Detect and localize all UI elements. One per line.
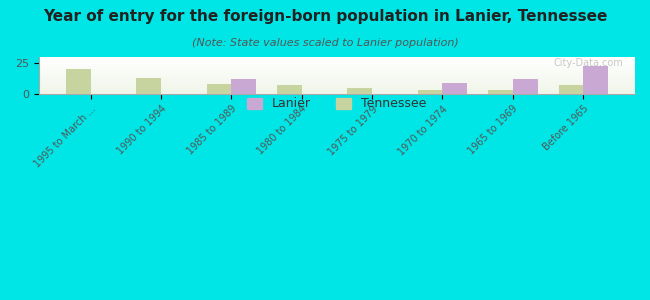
Bar [39,87,635,88]
Bar [39,76,635,77]
Bar [39,71,635,72]
Bar [39,92,635,93]
Bar [39,65,635,66]
Bar [39,77,635,78]
Bar [39,88,635,89]
Bar [513,79,538,94]
Bar [39,82,635,83]
Bar [39,62,635,63]
Bar [39,60,635,61]
Bar [66,69,90,94]
Bar [39,75,635,76]
Bar [39,74,635,75]
Bar [207,84,231,94]
Bar [39,59,635,60]
Bar [39,86,635,87]
Bar [39,84,635,85]
Bar [39,78,635,79]
Bar [39,90,635,91]
Bar [136,78,161,94]
Bar [39,81,635,82]
Legend: Lanier, Tennessee: Lanier, Tennessee [242,92,432,116]
Bar [418,90,443,94]
Bar [39,79,635,80]
Bar [39,83,635,84]
Bar [39,57,635,58]
Bar [558,85,583,94]
Bar [39,61,635,62]
Bar [277,85,302,94]
Bar [39,70,635,71]
Bar [39,63,635,64]
Bar [443,83,467,94]
Bar [39,66,635,67]
Bar [39,58,635,59]
Bar [231,79,256,94]
Bar [39,67,635,68]
Bar [39,69,635,70]
Bar [39,68,635,69]
Bar [39,93,635,94]
Bar [39,72,635,73]
Bar [583,66,608,94]
Bar [39,89,635,90]
Bar [39,64,635,65]
Text: Year of entry for the foreign-born population in Lanier, Tennessee: Year of entry for the foreign-born popul… [43,9,607,24]
Bar [39,80,635,81]
Bar [39,73,635,74]
Bar [39,85,635,86]
Text: (Note: State values scaled to Lanier population): (Note: State values scaled to Lanier pop… [192,38,458,47]
Bar [488,90,513,94]
Text: City-Data.com: City-Data.com [553,58,623,68]
Bar [348,88,372,94]
